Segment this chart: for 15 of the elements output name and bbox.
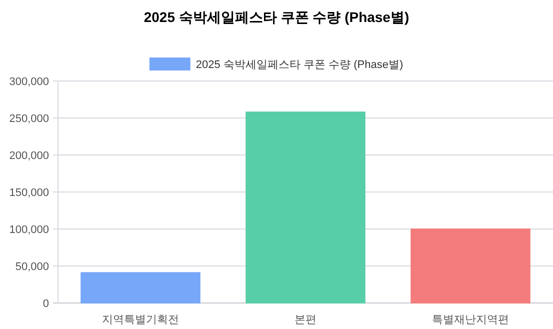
y-tick-label: 300,000 <box>9 76 49 88</box>
bar <box>80 272 200 304</box>
y-tick-label: 50,000 <box>15 261 49 273</box>
y-tick-label: 100,000 <box>9 224 49 236</box>
bar <box>410 228 530 304</box>
bar <box>246 112 366 304</box>
x-tick-label: 본편 <box>294 314 316 326</box>
x-tick-label: 지역특별기획전 <box>102 314 179 326</box>
y-tick-label: 200,000 <box>9 150 49 162</box>
y-tick-label: 250,000 <box>9 113 49 125</box>
chart-title: 2025 숙박세일페스타 쿠폰 수량 (Phase별) <box>144 9 410 25</box>
legend-label: 2025 숙박세일페스타 쿠폰 수량 (Phase별) <box>196 59 404 71</box>
x-tick-label: 특별재난지역편 <box>432 314 509 326</box>
y-tick-label: 0 <box>42 298 49 310</box>
y-tick-label: 150,000 <box>9 187 49 199</box>
